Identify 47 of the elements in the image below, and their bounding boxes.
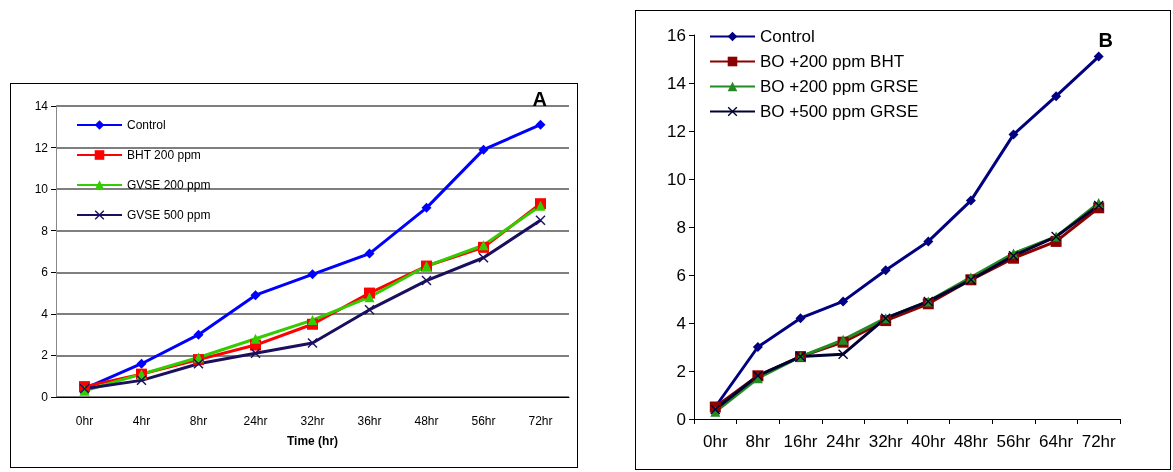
x-tick-label: 36hr (357, 414, 382, 428)
x-tick-label: 56hr (471, 414, 496, 428)
legend-label: BO +200 ppm GRSE (760, 77, 919, 96)
x-tick-label: 32hr (300, 414, 325, 428)
x-tick-label: 56hr (996, 432, 1031, 451)
y-tick-label: 12 (34, 140, 49, 155)
legend-label: Control (127, 118, 166, 132)
x-tick-label: 16hr (783, 432, 818, 451)
y-tick-label: 14 (34, 99, 49, 113)
y-tick-label: 0 (41, 390, 49, 404)
x-tick-label: 48hr (414, 414, 439, 428)
x-tick-label: 72hr (528, 414, 553, 428)
chart-title: B (1098, 29, 1114, 51)
legend-label: GVSE 500 ppm (127, 208, 211, 222)
y-tick-label: 12 (667, 121, 686, 141)
legend-label: BO +500 ppm GRSE (760, 102, 919, 121)
y-tick-label: 10 (667, 169, 686, 189)
y-tick-label: 6 (676, 265, 686, 285)
x-tick-label: 4hr (132, 414, 151, 428)
legend-label: BHT 200 ppm (127, 148, 201, 162)
y-tick-label: 4 (41, 306, 49, 321)
x-tick-label: 40hr (911, 432, 946, 451)
x-tick-label: 8hr (745, 432, 771, 451)
x-tick-label: 64hr (1039, 432, 1074, 451)
x-tick-label: 0hr (75, 414, 94, 428)
y-tick-label: 10 (34, 182, 49, 197)
y-tick-label: 8 (41, 223, 49, 238)
y-tick-label: 16 (667, 25, 686, 45)
x-tick-label: 32hr (868, 432, 904, 451)
y-tick-label: 14 (667, 73, 686, 93)
y-tick-label: 6 (41, 265, 49, 280)
x-tick-label: 48hr (953, 432, 989, 451)
x-tick-label: 8hr (189, 414, 208, 428)
x-axis-title: Time (hr) (286, 434, 339, 448)
legend-label: Control (760, 27, 815, 46)
legend-label: BO +200 ppm BHT (760, 52, 905, 71)
x-tick-label: 72hr (1081, 432, 1117, 451)
x-tick-label: 0hr (703, 432, 728, 451)
y-tick-label: 4 (676, 313, 686, 333)
legend-label: GVSE 200 ppm (127, 178, 211, 192)
chart-title: A (532, 88, 548, 110)
y-tick-label: 2 (41, 348, 49, 363)
y-tick-label: 8 (676, 217, 686, 237)
x-tick-label: 24hr (826, 432, 861, 451)
x-tick-label: 24hr (243, 414, 268, 428)
y-tick-label: 0 (676, 409, 686, 429)
y-tick-label: 2 (676, 361, 686, 381)
